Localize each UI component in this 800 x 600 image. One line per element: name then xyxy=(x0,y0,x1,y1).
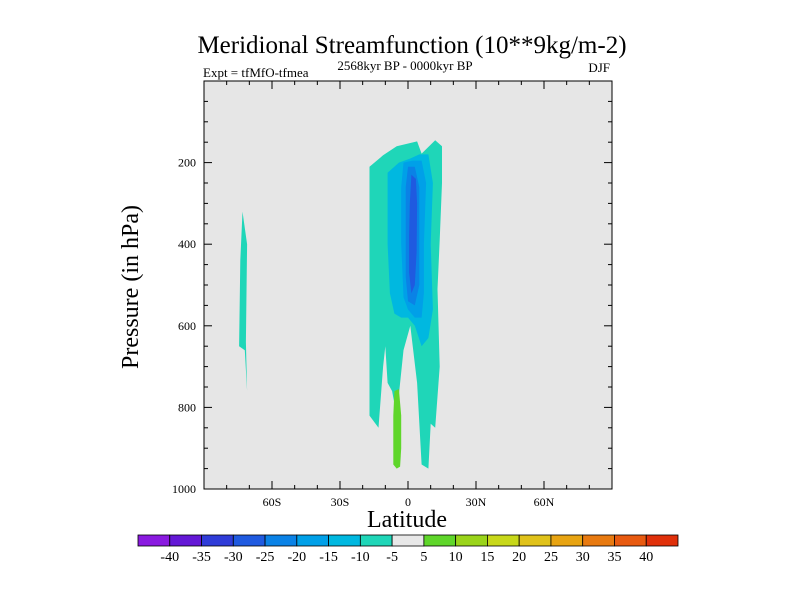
colorbar-label: -30 xyxy=(224,550,243,565)
colorbar-label: -15 xyxy=(319,550,338,565)
y-tick-label: 1000 xyxy=(172,482,196,496)
season-label: DJF xyxy=(588,60,610,75)
period-label: 2568kyr BP - 0000kyr BP xyxy=(337,58,472,73)
x-tick-label: 60S xyxy=(263,495,282,509)
colorbar-label: 25 xyxy=(544,550,558,565)
y-tick-label: 800 xyxy=(178,400,196,414)
x-tick-label: 60N xyxy=(534,495,555,509)
y-axis-label: Pressure (in hPa) xyxy=(118,205,144,369)
colorbar-swatch xyxy=(582,534,615,547)
colorbar-swatch xyxy=(201,534,234,547)
x-axis-label: Latitude xyxy=(367,507,447,533)
colorbar-swatch xyxy=(264,534,298,547)
contour-sh-lower-positive xyxy=(393,389,402,469)
colorbar-swatch xyxy=(550,534,584,547)
colorbar-label: -20 xyxy=(287,550,306,565)
colorbar-label: 10 xyxy=(449,550,463,565)
experiment-label: Expt = tfMfO-tfmea xyxy=(203,65,309,80)
colorbar-label: 35 xyxy=(607,550,621,565)
colorbar-swatch xyxy=(614,534,647,547)
colorbar-swatch xyxy=(137,534,171,547)
colorbar-swatch xyxy=(359,534,393,547)
x-tick-label: 0 xyxy=(405,495,411,509)
colorbar-label: -10 xyxy=(351,550,370,565)
colorbar-label: -35 xyxy=(192,550,211,565)
y-tick-label: 400 xyxy=(178,237,196,251)
colorbar-label: 30 xyxy=(576,550,590,565)
colorbar-label: -25 xyxy=(256,550,275,565)
contour-tropical-core-30 xyxy=(409,174,418,294)
y-tick-label: 600 xyxy=(178,319,196,333)
x-tick-label: 30S xyxy=(331,495,350,509)
colorbar-label: -5 xyxy=(386,550,398,565)
colorbar-swatch xyxy=(423,534,457,547)
colorbar-label: 20 xyxy=(512,550,526,565)
colorbar-swatch xyxy=(518,534,552,547)
colorbar-swatch xyxy=(232,534,266,547)
colorbar-label: 40 xyxy=(639,550,653,565)
colorbar: -40 -35 -30 -25 -20 -15 -10 -5 5 10 15 20 25 30 35 40 xyxy=(137,534,679,565)
y-tick-label: 200 xyxy=(178,156,196,170)
colorbar-swatch xyxy=(645,534,679,547)
axis-ticks: 60S 30S 0 30N 60N 200 400 600 800 1000 xyxy=(172,81,612,509)
colorbar-swatch xyxy=(487,534,520,547)
colorbar-label: 15 xyxy=(480,550,494,565)
colorbar-label: 5 xyxy=(420,550,427,565)
contour-sh-high-lat-cell xyxy=(239,211,248,392)
colorbar-swatch xyxy=(391,534,425,547)
colorbar-swatch xyxy=(455,534,488,547)
colorbar-swatch xyxy=(296,534,329,547)
contour-regions xyxy=(239,140,442,469)
x-tick-label: 30N xyxy=(466,495,487,509)
chart-title: Meridional Streamfunction (10**9kg/m-2) xyxy=(197,32,626,59)
colorbar-swatch xyxy=(169,534,202,547)
colorbar-swatch xyxy=(328,534,361,547)
colorbar-label: -40 xyxy=(160,550,179,565)
